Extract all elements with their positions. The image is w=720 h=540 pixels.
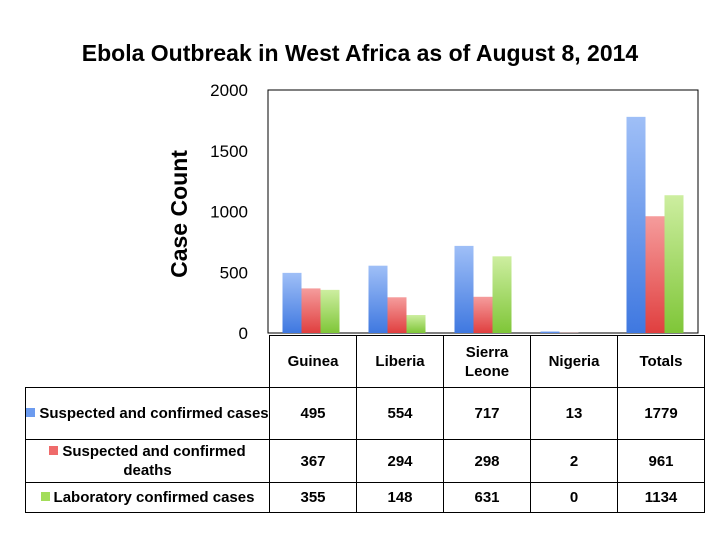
- legend-cell: Laboratory confirmed cases: [25, 482, 270, 513]
- value-cell: 1779: [617, 387, 705, 440]
- y-tick-label: 500: [220, 263, 248, 282]
- value-cell: 294: [356, 439, 444, 483]
- chart-title: Ebola Outbreak in West Africa as of Augu…: [81, 40, 639, 66]
- value-cell: 495: [269, 387, 357, 440]
- value-cell: 961: [617, 439, 705, 483]
- bar-liberia-series-2: [406, 315, 426, 333]
- category-row: Guinea Liberia Sierra Leone Nigeria Tota…: [25, 335, 705, 388]
- legend-label: Suspected and confirmed cases: [39, 405, 269, 422]
- legend-swatch: [26, 408, 36, 417]
- category-label: Guinea: [269, 335, 357, 388]
- y-axis-label: Case Count: [166, 150, 192, 278]
- bar-sierra-leone-series-0: [454, 245, 474, 333]
- bar-liberia-series-0: [368, 265, 388, 333]
- series-row: Laboratory confirmed cases 355 148 631 0 1134: [25, 482, 705, 513]
- category-label-text: Guinea: [287, 353, 339, 370]
- category-label-text: Sierra Leone: [464, 343, 510, 380]
- bar-sierra-leone-series-1: [473, 296, 493, 333]
- value-cell: 717: [443, 387, 531, 440]
- value-cell: 631: [443, 482, 531, 513]
- legend-cell: Suspected and confirmed cases: [25, 387, 270, 440]
- value-cell: 0: [530, 482, 618, 513]
- bars-group: [282, 116, 684, 333]
- bar-sierra-leone-series-2: [492, 256, 512, 333]
- bar-liberia-series-1: [387, 297, 407, 333]
- category-label: Totals: [617, 335, 705, 388]
- bar-guinea-series-1: [301, 288, 321, 333]
- y-tick-label: 0: [239, 324, 248, 343]
- bar-totals-series-2: [664, 195, 684, 333]
- series-row: Suspected and confirmed deaths 367 294 298 2…: [25, 439, 705, 483]
- value-cell: 13: [530, 387, 618, 440]
- value-cell: 355: [269, 482, 357, 513]
- category-label: Liberia: [356, 335, 444, 388]
- value-cell: 2: [530, 439, 618, 483]
- legend-label: Suspected and confirmed deaths: [62, 443, 246, 479]
- value-cell: 1134: [617, 482, 705, 513]
- legend-swatch: [49, 446, 59, 455]
- data-table: Guinea Liberia Sierra Leone Nigeria Tota…: [25, 335, 705, 513]
- bar-totals-series-0: [626, 116, 646, 333]
- bar-nigeria-series-0: [540, 331, 560, 333]
- category-label: Sierra Leone: [443, 335, 531, 388]
- value-cell: 554: [356, 387, 444, 440]
- value-cell: 298: [443, 439, 531, 483]
- bar-guinea-series-2: [320, 289, 340, 333]
- value-cell: 367: [269, 439, 357, 483]
- value-cell: 148: [356, 482, 444, 513]
- y-axis-ticks: 0 500 1000 1500 2000: [210, 81, 248, 343]
- bar-guinea-series-0: [282, 272, 302, 333]
- category-label-text: Liberia: [375, 353, 425, 370]
- category-label-text: Totals: [639, 353, 683, 370]
- legend-label: Laboratory confirmed cases: [53, 489, 255, 506]
- y-tick-label: 1000: [210, 203, 248, 222]
- table-corner: [25, 335, 270, 388]
- series-row: Suspected and confirmed cases 495 554 717 13…: [25, 387, 705, 440]
- category-label: Nigeria: [530, 335, 618, 388]
- legend-cell: Suspected and confirmed deaths: [25, 439, 270, 483]
- category-label-text: Nigeria: [548, 353, 600, 370]
- bar-totals-series-1: [645, 216, 665, 333]
- y-tick-label: 2000: [210, 81, 248, 100]
- y-tick-label: 1500: [210, 142, 248, 161]
- legend-swatch: [40, 492, 50, 501]
